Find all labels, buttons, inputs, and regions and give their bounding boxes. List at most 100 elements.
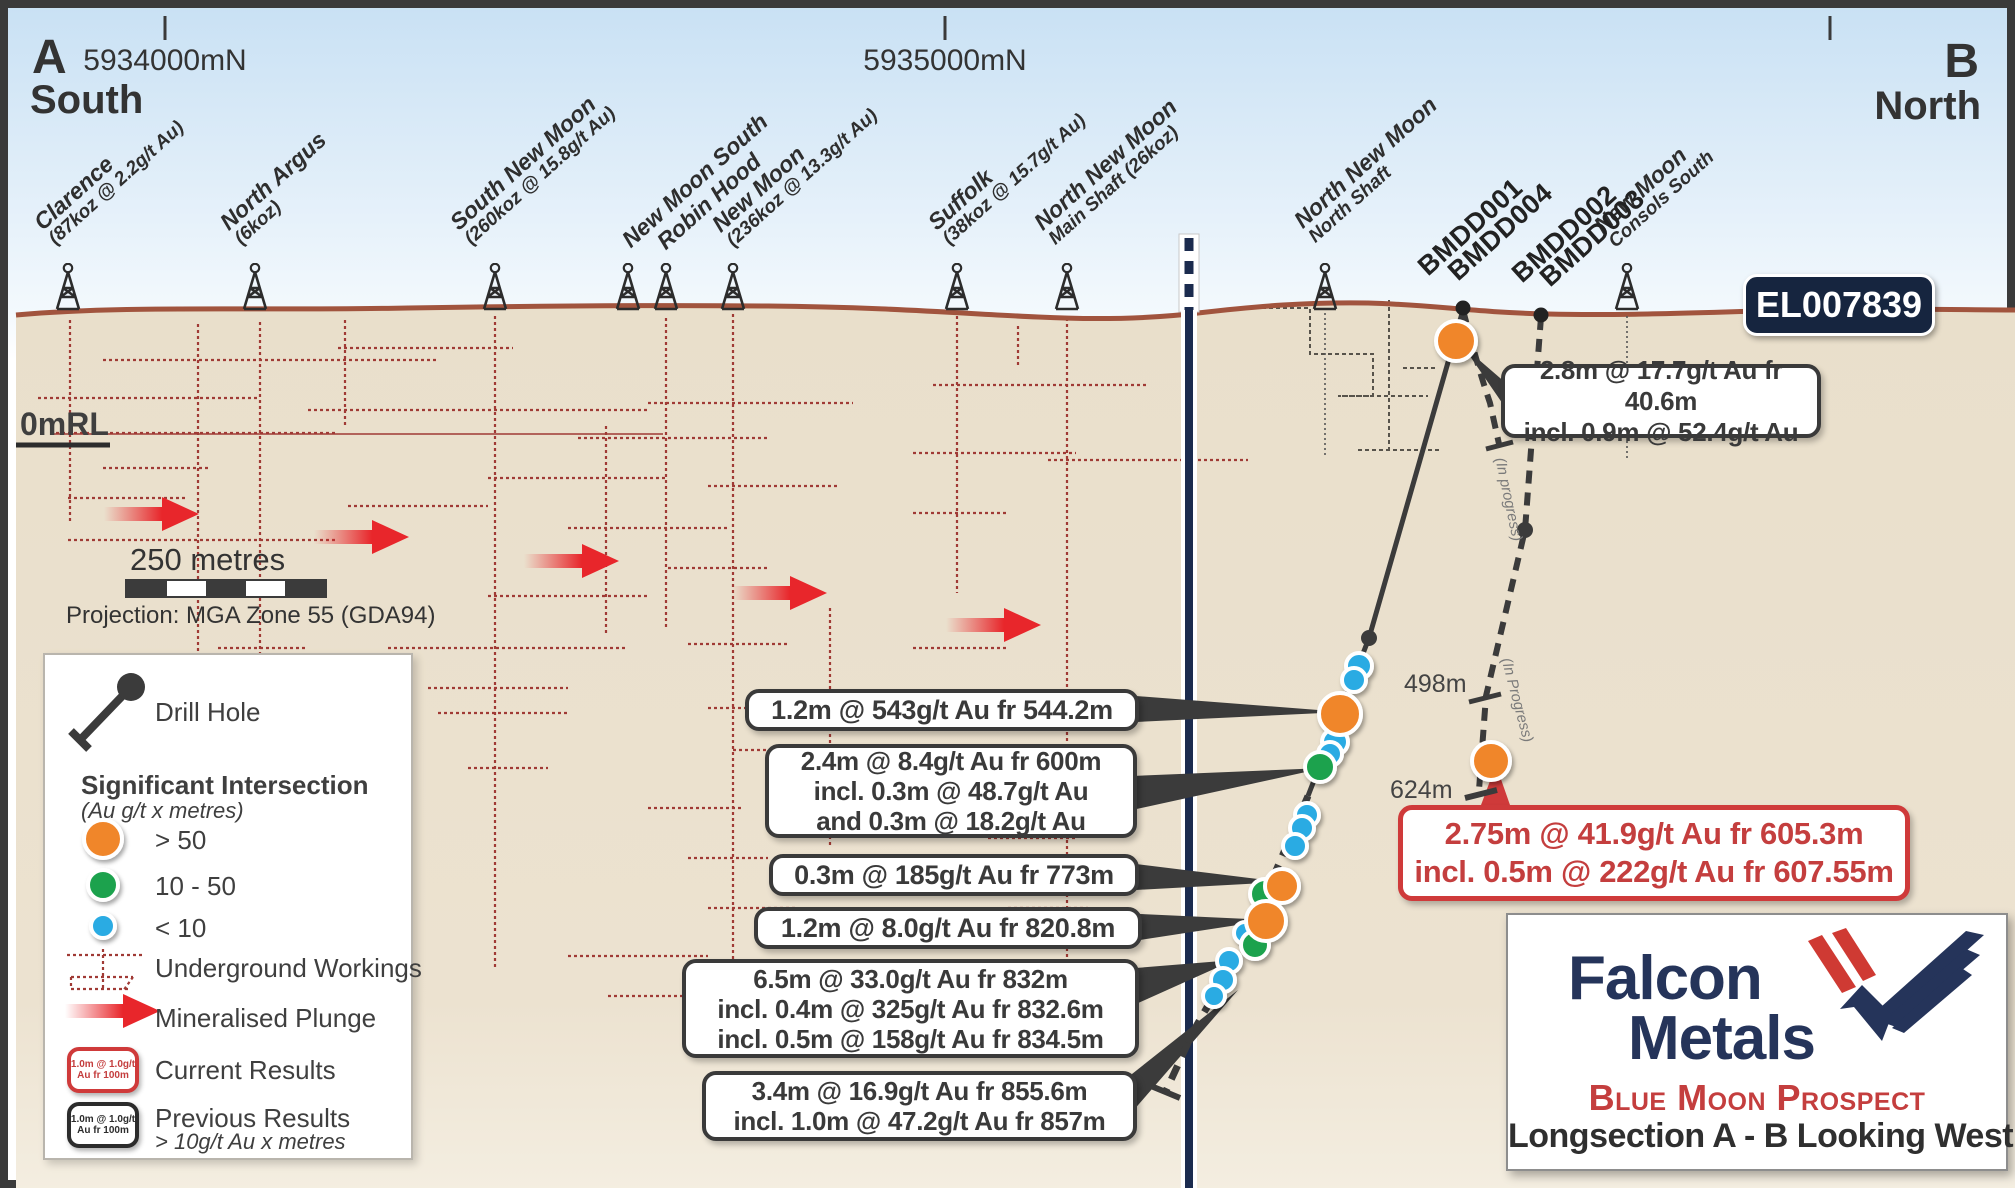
intersection-marker-low xyxy=(1209,966,1237,994)
depth-label-498m: 498m xyxy=(1404,670,1467,698)
depth-tick-498 xyxy=(1468,691,1502,705)
northing-label: 5935000mN xyxy=(863,44,1027,77)
northing-label: 5934000mN xyxy=(83,44,247,77)
result-line: incl. 1.0m @ 47.2g/t Au fr 857m xyxy=(733,1106,1106,1136)
current-results-chip: 1.0m @ 1.0g/t Au fr 100m xyxy=(67,1047,139,1093)
intersection-markers xyxy=(1201,319,1512,1009)
headframes-layer xyxy=(55,263,1640,311)
headframe-icon xyxy=(1312,263,1338,311)
mineralised-plunge-arrow xyxy=(314,520,409,554)
depth-tick-624 xyxy=(1464,787,1498,801)
result-line: and 0.3m @ 18.2g/t Au xyxy=(816,806,1086,836)
scalebar-label: 250 metres xyxy=(130,542,286,577)
scalebar xyxy=(125,579,327,598)
direction-south: South xyxy=(30,78,144,122)
section-marker-a: A xyxy=(32,31,67,84)
mineralised-plunge-arrow xyxy=(104,497,199,531)
legend-significant-intersection-label: Significant Intersection xyxy=(81,770,369,800)
headframe-icon xyxy=(242,263,268,311)
underground-workings-icon xyxy=(67,949,143,992)
chip-text: Au fr 100m xyxy=(77,1125,129,1136)
result-line: incl. 0.5m @ 158g/t Au fr 834.5m xyxy=(717,1023,1104,1054)
mineralised-plunge-arrow xyxy=(946,608,1041,642)
rl-label: 0mRL xyxy=(20,406,109,442)
in-progress-note: (In progress) xyxy=(1491,456,1526,543)
legend-drill-hole-label: Drill Hole xyxy=(155,697,261,727)
chip-text: 1.0m @ 1.0g/t xyxy=(70,1059,136,1070)
mine-label-north-argus: North Argus (6koz) xyxy=(215,126,344,249)
highlight-result-callout: 2.75m @ 41.9g/t Au fr 605.3m incl. 0.5m … xyxy=(1398,805,1910,901)
trace-bmdd001-dashed xyxy=(1161,794,1312,1095)
legend-previous-results-sub: > 10g/t Au x metres xyxy=(155,1129,346,1154)
in-progress-note: (In Progress) xyxy=(1497,656,1537,745)
mine-name: South New Moon xyxy=(444,90,601,236)
intersection-marker-low xyxy=(1288,814,1316,842)
direction-north: North xyxy=(1874,84,1981,128)
result-line: 2.8m @ 17.7g/t Au fr 40.6m xyxy=(1539,354,1783,416)
intersection-marker-high xyxy=(1317,691,1363,737)
result-line: incl. 0.3m @ 48.7g/t Au xyxy=(813,776,1089,806)
legend-mid-grade-label: 10 - 50 xyxy=(155,871,236,901)
intersection-marker-low xyxy=(1316,740,1344,768)
headframe-icon xyxy=(482,263,508,311)
trace-bend-dot xyxy=(1361,630,1377,646)
previous-results-chip: 1.0m @ 1.0g/t Au fr 100m xyxy=(67,1102,139,1148)
intersection-marker-mid xyxy=(1303,750,1337,784)
mine-name: North New Moon xyxy=(1288,91,1442,234)
headframe-icon xyxy=(653,263,679,311)
tenement-badge: EL007839 xyxy=(1743,274,1935,336)
legend-high-grade-label: > 50 xyxy=(155,825,207,855)
intersection-marker-low xyxy=(1232,920,1258,946)
highlight-leader xyxy=(1481,765,1510,805)
northing-ticks xyxy=(163,16,1832,40)
result-callout: 0.3m @ 185g/t Au fr 773m xyxy=(769,854,1139,896)
result-line: incl. 0.4m @ 325g/t Au fr 832.6m xyxy=(717,993,1104,1024)
intersection-marker-low xyxy=(1281,832,1309,860)
legend-mineralised-plunge-label: Mineralised Plunge xyxy=(155,1003,377,1033)
result-line: 1.2m @ 543g/t Au fr 544.2m xyxy=(771,695,1113,725)
callout-leaders xyxy=(1132,346,1507,1112)
legend-underground-workings-label: Underground Workings xyxy=(155,953,422,983)
result-line: incl. 0.9m @ 52.4g/t Au xyxy=(1523,416,1799,447)
title-block: Falcon Metals Blue Moon Prospect Longsec… xyxy=(1506,913,2014,1171)
surface-result-callout: 2.8m @ 17.7g/t Au fr 40.6m incl. 0.9m @ … xyxy=(1501,355,1821,447)
headframe-icon xyxy=(55,263,81,311)
result-line: 1.2m @ 8.0g/t Au fr 820.8m xyxy=(780,913,1116,943)
headframe-icon xyxy=(720,263,746,311)
drill-hole-icon xyxy=(68,673,145,752)
prospect-subtitle: Blue Moon Prospect xyxy=(1588,1077,1926,1118)
intersection-marker-high xyxy=(1434,319,1478,363)
mineralised-plunge-arrow xyxy=(524,544,619,578)
intersection-marker-high xyxy=(1263,867,1301,905)
legend-previous-results-label: Previous Results xyxy=(155,1103,351,1133)
headframe-icon xyxy=(1614,263,1640,311)
result-callout: 1.2m @ 543g/t Au fr 544.2m xyxy=(745,689,1139,731)
drill-traces xyxy=(1149,309,1544,1101)
legend-current-results-label: Current Results xyxy=(155,1055,336,1085)
result-callout: 1.2m @ 8.0g/t Au fr 820.8m xyxy=(754,907,1142,949)
terrain-line xyxy=(15,300,2015,322)
mine-label-south-new-moon: South New Moon (260koz @ 15.8g/t Au) xyxy=(444,87,621,250)
section-marker-b: B xyxy=(1944,35,1979,88)
intersection-marker-low xyxy=(1293,801,1321,829)
intersection-marker-low xyxy=(1344,651,1374,681)
headframe-icon xyxy=(944,263,970,311)
intersection-marker-mid xyxy=(1239,929,1271,961)
intersection-marker-high xyxy=(1470,740,1512,782)
company-name: Metals xyxy=(1628,1004,1816,1073)
grey-workings xyxy=(1248,300,1440,451)
legend-low-grade-label: < 10 xyxy=(155,913,207,943)
collar-bmdd001-004 xyxy=(1455,300,1471,316)
collar-bmdd002-003 xyxy=(1533,307,1549,323)
projection-note: Projection: MGA Zone 55 (GDA94) xyxy=(66,602,436,629)
result-line: 6.5m @ 33.0g/t Au fr 832m xyxy=(753,963,1068,994)
mine-stats: (260koz @ 15.8g/t Au) xyxy=(461,103,621,250)
result-callout: 6.5m @ 33.0g/t Au fr 832m incl. 0.4m @ 3… xyxy=(682,959,1139,1058)
grade-class-icons xyxy=(82,818,124,940)
headframe-icon xyxy=(615,263,641,311)
falcon-logo-icon xyxy=(1808,928,1984,1041)
trace-bmdd001-solid xyxy=(1305,309,1466,797)
chip-text: 1.0m @ 1.0g/t xyxy=(70,1114,136,1125)
legend: Drill Hole Significant Intersection (Au … xyxy=(43,653,422,1160)
